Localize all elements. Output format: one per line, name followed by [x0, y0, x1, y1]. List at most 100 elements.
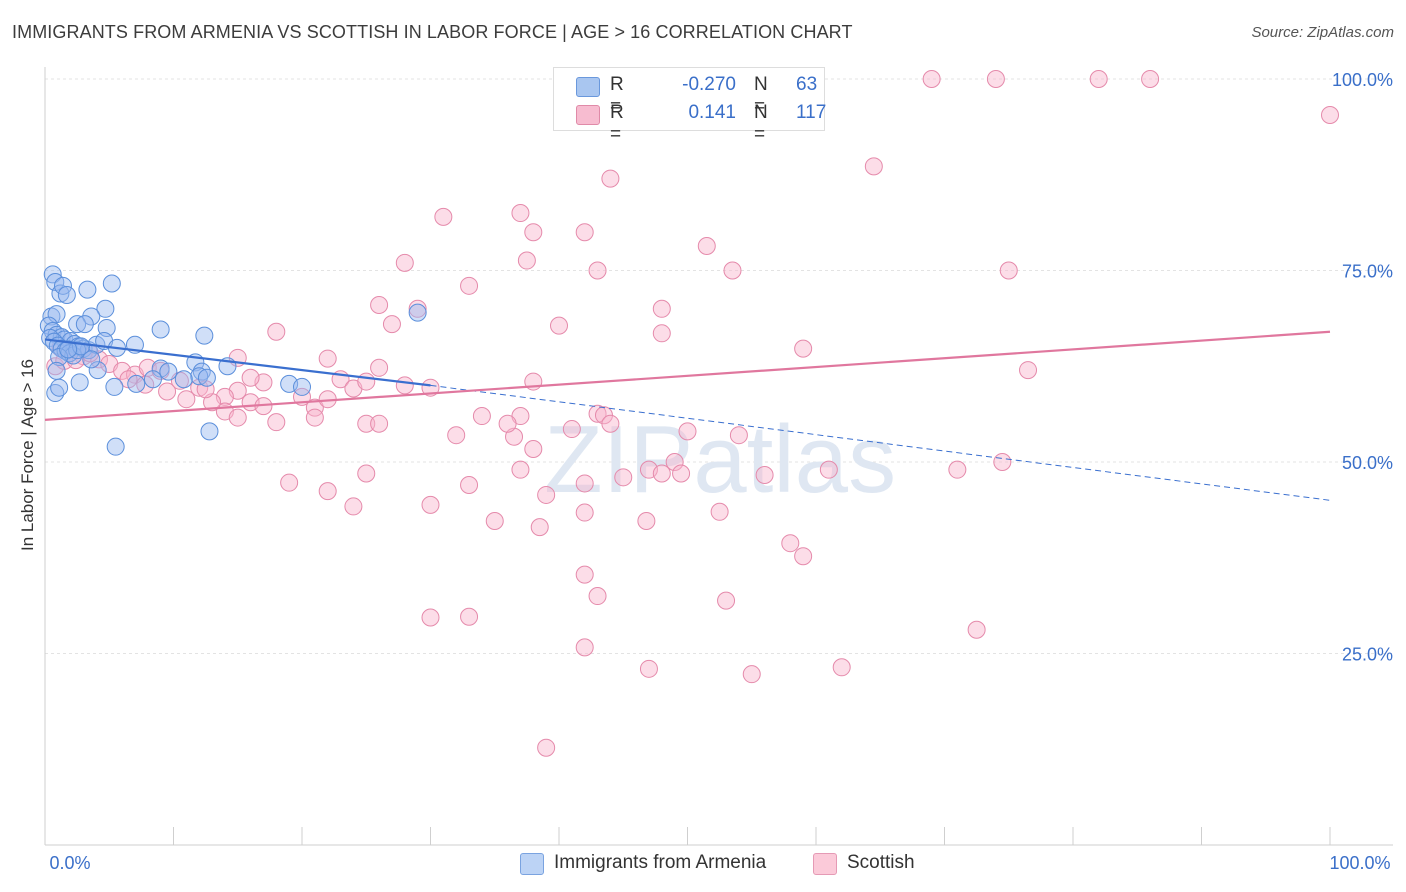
- data-point: [511, 204, 530, 223]
- data-point: [781, 534, 800, 553]
- data-point: [562, 420, 581, 439]
- data-point: [50, 378, 69, 397]
- data-point: [143, 370, 162, 389]
- correlation-legend: R = -0.270 N = 63 R = 0.141 N = 117: [553, 67, 827, 145]
- chart-source: Source: ZipAtlas.com: [1251, 24, 1394, 41]
- data-point: [267, 322, 286, 341]
- data-point: [601, 414, 620, 433]
- y-tick-label: 50.0%: [1342, 453, 1393, 473]
- data-point: [50, 348, 69, 367]
- r-label: R =: [610, 74, 624, 117]
- data-point: [421, 378, 440, 397]
- data-point: [723, 261, 742, 280]
- data-point: [601, 169, 620, 188]
- data-point: [47, 361, 66, 380]
- data-point: [575, 503, 594, 522]
- trend-line: [44, 338, 431, 387]
- data-point: [530, 518, 549, 537]
- scottish-swatch: [576, 105, 600, 125]
- data-point: [105, 377, 124, 396]
- data-point: [537, 738, 556, 757]
- data-point: [967, 620, 986, 639]
- data-point: [203, 393, 222, 412]
- data-point: [344, 497, 363, 516]
- data-point: [1089, 70, 1108, 88]
- n-label: N =: [754, 74, 768, 117]
- data-point: [472, 407, 491, 426]
- data-point: [447, 426, 466, 445]
- data-point: [192, 362, 211, 381]
- data-point: [57, 286, 76, 305]
- data-point: [678, 422, 697, 441]
- data-point: [948, 460, 967, 479]
- data-point: [421, 608, 440, 627]
- data-point: [241, 368, 260, 387]
- data-point: [1321, 106, 1339, 125]
- data-point: [986, 70, 1005, 88]
- data-point: [614, 468, 633, 487]
- data-point: [200, 422, 219, 441]
- data-point: [1141, 70, 1160, 88]
- data-point: [68, 315, 87, 334]
- data-point: [159, 362, 178, 381]
- data-point: [755, 466, 774, 485]
- armenia-swatch: [576, 77, 600, 97]
- data-point: [575, 565, 594, 584]
- data-point: [517, 251, 536, 270]
- data-point: [357, 414, 376, 433]
- data-point: [382, 315, 401, 334]
- trend-line: [44, 330, 1331, 421]
- data-point: [665, 453, 684, 471]
- x-tick-label: 0.0%: [49, 853, 90, 873]
- chart-title: IMMIGRANTS FROM ARMENIA VS SCOTTISH IN L…: [12, 22, 853, 42]
- armenia-legend-swatch: [520, 853, 544, 875]
- data-point: [88, 361, 107, 380]
- data-point: [588, 587, 607, 606]
- data-point: [82, 307, 101, 326]
- data-point: [697, 236, 716, 255]
- data-point: [537, 485, 556, 504]
- data-point: [575, 223, 594, 242]
- r-value: 0.141: [688, 102, 736, 123]
- data-point: [75, 315, 94, 334]
- data-point: [59, 340, 78, 359]
- data-point: [550, 316, 568, 335]
- data-point: [190, 367, 209, 386]
- data-point: [922, 70, 941, 88]
- data-point: [794, 547, 813, 566]
- data-point: [305, 408, 324, 427]
- data-point: [652, 324, 671, 343]
- data-point: [395, 376, 414, 395]
- data-point: [174, 370, 193, 389]
- data-point: [1019, 361, 1038, 380]
- data-point: [197, 368, 216, 387]
- series-scottish: [46, 70, 1339, 757]
- armenia-legend-label: Immigrants from Armenia: [554, 852, 767, 873]
- data-point: [106, 437, 125, 456]
- data-point: [102, 274, 121, 293]
- x-tick-label: 100.0%: [1329, 853, 1390, 873]
- data-point: [280, 473, 299, 492]
- data-point: [794, 339, 813, 358]
- n-value: 117: [796, 102, 827, 123]
- data-point: [832, 658, 851, 677]
- y-tick-label: 75.0%: [1342, 262, 1393, 282]
- data-point: [505, 427, 524, 446]
- n-value: 63: [796, 74, 818, 95]
- data-point: [729, 426, 748, 445]
- data-point: [395, 253, 414, 272]
- data-point: [511, 460, 530, 479]
- data-point: [318, 349, 337, 368]
- data-point: [652, 299, 671, 318]
- series-immigrants-from-armenia: [39, 265, 427, 456]
- data-point: [408, 303, 427, 322]
- data-point: [408, 299, 427, 318]
- data-point: [524, 439, 543, 458]
- data-point: [158, 382, 177, 401]
- data-point: [96, 299, 115, 318]
- r-value: -0.270: [682, 74, 736, 95]
- data-point: [717, 591, 736, 610]
- data-point: [357, 464, 376, 483]
- data-point: [575, 474, 594, 493]
